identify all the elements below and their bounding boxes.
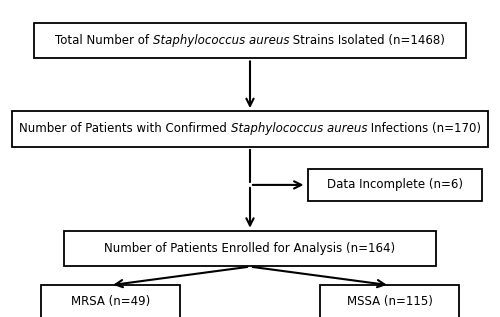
Text: Infections (n=170): Infections (n=170): [367, 122, 481, 135]
Text: Number of Patients Enrolled for Analysis (n=164): Number of Patients Enrolled for Analysis…: [104, 242, 396, 255]
FancyBboxPatch shape: [34, 23, 466, 58]
Text: Strains Isolated (n=1468): Strains Isolated (n=1468): [289, 34, 445, 47]
Text: Total Number of: Total Number of: [55, 34, 152, 47]
Text: MSSA (n=115): MSSA (n=115): [346, 295, 432, 308]
FancyBboxPatch shape: [12, 111, 488, 147]
FancyBboxPatch shape: [40, 285, 180, 317]
FancyBboxPatch shape: [308, 169, 482, 201]
Text: Number of Patients with Confirmed: Number of Patients with Confirmed: [19, 122, 231, 135]
Text: MRSA (n=49): MRSA (n=49): [70, 295, 150, 308]
Text: Staphylococcus aureus: Staphylococcus aureus: [230, 122, 367, 135]
Text: Data Incomplete (n=6): Data Incomplete (n=6): [326, 178, 462, 191]
FancyBboxPatch shape: [64, 231, 436, 267]
Text: Staphylococcus aureus: Staphylococcus aureus: [152, 34, 289, 47]
FancyBboxPatch shape: [320, 285, 460, 317]
